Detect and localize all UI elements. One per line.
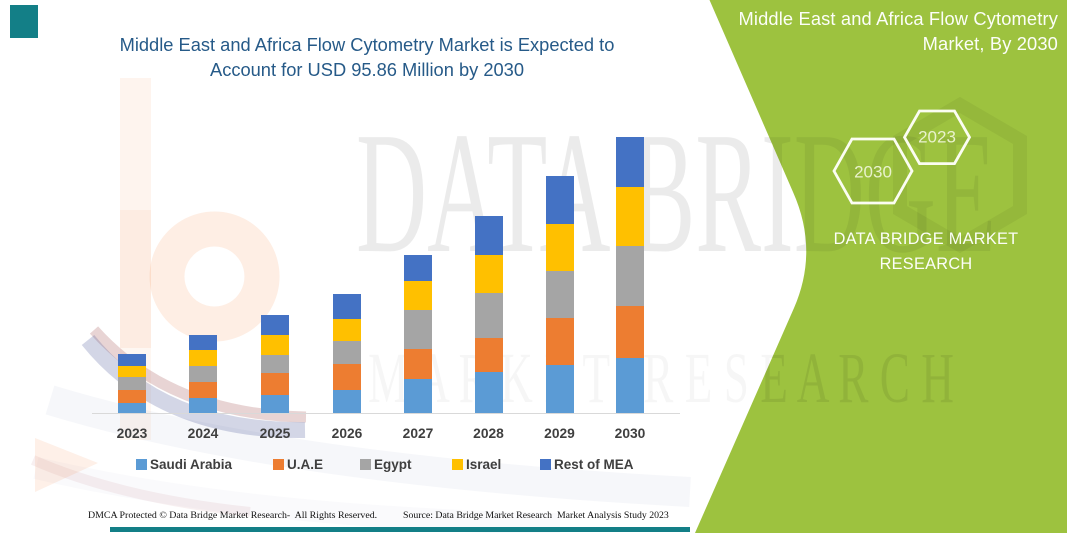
- svg-text:2030: 2030: [854, 163, 892, 182]
- svg-text:2023: 2023: [918, 128, 956, 147]
